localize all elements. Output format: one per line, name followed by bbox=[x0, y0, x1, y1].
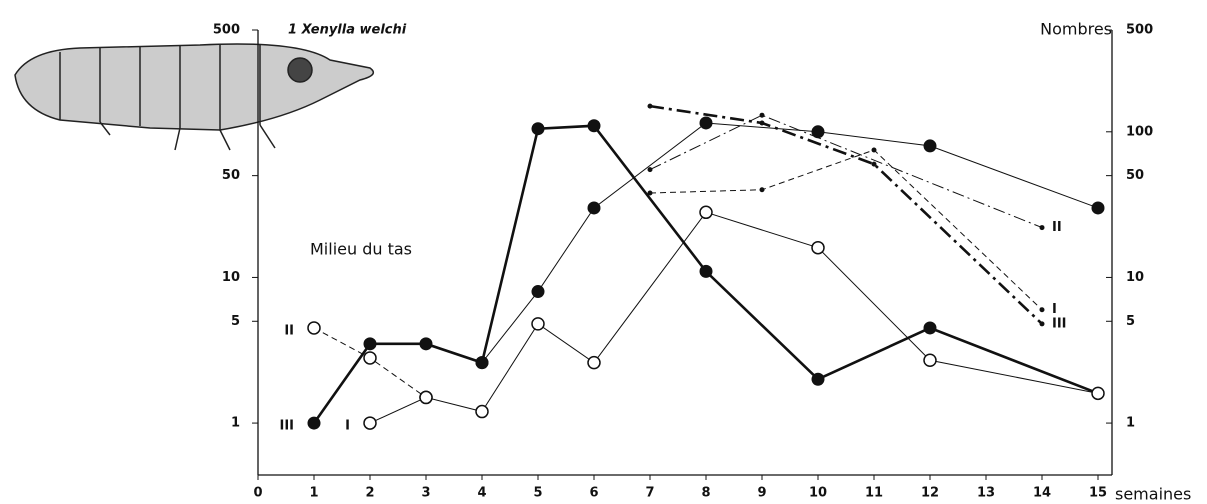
series-label: III bbox=[1052, 316, 1067, 331]
data-point bbox=[760, 113, 765, 118]
x-axis-title: semaines bbox=[1115, 485, 1191, 504]
y2-tick-label: 1 bbox=[1126, 416, 1135, 431]
y-axis-title: Nombres bbox=[1040, 20, 1112, 39]
data-point bbox=[648, 104, 653, 109]
chart: 1 Xenylla welchi Milieu du tas Nombres s… bbox=[0, 0, 1207, 504]
x-tick-label: 15 bbox=[1089, 486, 1107, 501]
series-label: II bbox=[284, 323, 294, 338]
y-tick-label: 5 bbox=[231, 314, 240, 329]
x-tick-label: 10 bbox=[809, 486, 827, 501]
x-tick-label: 12 bbox=[921, 486, 939, 501]
data-point bbox=[588, 119, 601, 132]
x-tick-label: 7 bbox=[645, 486, 654, 501]
data-point bbox=[924, 321, 937, 334]
data-point bbox=[1092, 387, 1104, 399]
data-point bbox=[476, 356, 489, 369]
data-point bbox=[1040, 321, 1045, 326]
x-tick-label: 1 bbox=[309, 486, 318, 501]
x-tick-label: 6 bbox=[589, 486, 598, 501]
data-point bbox=[760, 187, 765, 192]
data-point bbox=[532, 122, 545, 135]
y-tick-label: 10 bbox=[222, 270, 240, 285]
data-point bbox=[588, 357, 600, 369]
y2-tick-label: 10 bbox=[1126, 270, 1144, 285]
y2-tick-label: 50 bbox=[1126, 168, 1144, 183]
insect-drawing bbox=[15, 44, 373, 150]
data-point bbox=[1092, 201, 1105, 214]
series-line bbox=[650, 150, 1042, 310]
data-point bbox=[872, 147, 877, 152]
x-tick-label: 11 bbox=[865, 486, 883, 501]
x-tick-label: 14 bbox=[1033, 486, 1051, 501]
data-point bbox=[1040, 307, 1045, 312]
annotation: Milieu du tas bbox=[310, 240, 412, 259]
data-point bbox=[924, 139, 937, 152]
x-tick-label: 8 bbox=[701, 486, 710, 501]
series-label: III bbox=[279, 419, 294, 434]
series-line bbox=[370, 212, 1098, 423]
data-point bbox=[812, 373, 825, 386]
data-point bbox=[700, 265, 713, 278]
data-point bbox=[700, 206, 712, 218]
x-tick-label: 13 bbox=[977, 486, 995, 501]
x-tick-label: 0 bbox=[253, 486, 262, 501]
series-label: II bbox=[1052, 220, 1062, 235]
data-point bbox=[420, 337, 433, 350]
series-label: I bbox=[345, 419, 350, 434]
data-point bbox=[476, 406, 488, 418]
data-point bbox=[1040, 225, 1045, 230]
data-point bbox=[700, 116, 713, 129]
data-point bbox=[308, 417, 321, 430]
data-point bbox=[872, 162, 877, 167]
y-tick-label: 500 bbox=[213, 23, 240, 38]
chart-title: 1 Xenylla welchi bbox=[288, 23, 407, 38]
data-point bbox=[364, 352, 376, 364]
y-tick-label: 50 bbox=[222, 168, 240, 183]
data-point bbox=[648, 167, 653, 172]
data-point bbox=[812, 242, 824, 254]
x-tick-label: 3 bbox=[421, 486, 430, 501]
x-tick-label: 2 bbox=[365, 486, 374, 501]
y-tick-label: 1 bbox=[231, 416, 240, 431]
series-label: I bbox=[1052, 302, 1057, 317]
data-point bbox=[308, 322, 320, 334]
data-point bbox=[364, 417, 376, 429]
x-tick-label: 5 bbox=[533, 486, 542, 501]
data-point bbox=[364, 337, 377, 350]
data-point bbox=[924, 354, 936, 366]
data-point bbox=[760, 120, 765, 125]
y2-tick-label: 500 bbox=[1126, 23, 1153, 38]
data-point bbox=[532, 285, 545, 298]
y2-tick-label: 5 bbox=[1126, 314, 1135, 329]
data-point bbox=[420, 391, 432, 403]
data-point bbox=[648, 190, 653, 195]
series-line bbox=[482, 123, 1098, 363]
data-point bbox=[588, 201, 601, 214]
y2-tick-label: 100 bbox=[1126, 124, 1153, 139]
x-tick-label: 4 bbox=[477, 486, 486, 501]
x-tick-label: 9 bbox=[757, 486, 766, 501]
data-point bbox=[532, 318, 544, 330]
